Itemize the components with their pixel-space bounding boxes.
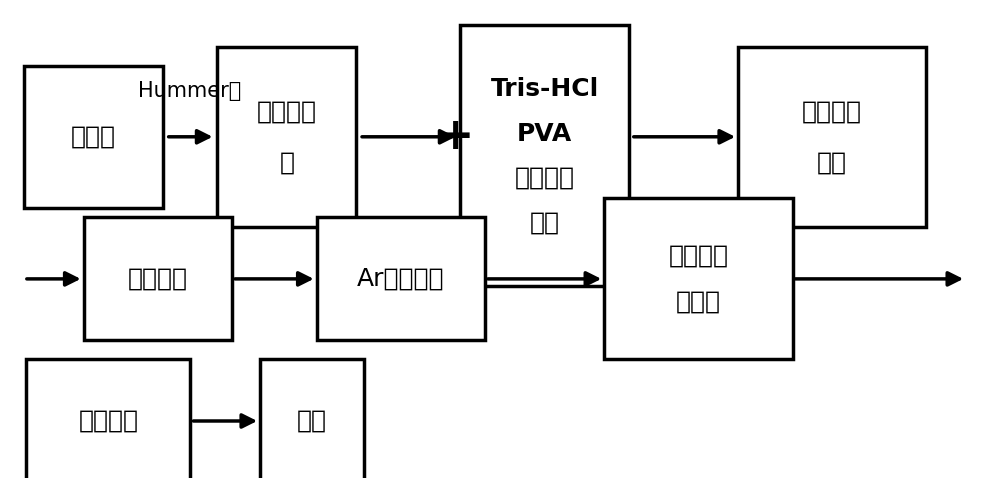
Bar xyxy=(24,66,163,208)
Text: 氧化石墨: 氧化石墨 xyxy=(257,99,317,123)
Bar xyxy=(460,26,629,286)
Text: 烯: 烯 xyxy=(279,150,294,174)
Text: 冷冻干燥: 冷冻干燥 xyxy=(128,267,188,291)
Text: 去离子水: 去离子水 xyxy=(515,166,575,190)
Text: PVA: PVA xyxy=(517,121,572,146)
Bar xyxy=(84,217,232,340)
Text: 热压成型: 热压成型 xyxy=(78,409,138,433)
Bar xyxy=(217,47,356,227)
Text: 单向取向: 单向取向 xyxy=(802,99,862,123)
Bar xyxy=(260,360,364,482)
Bar xyxy=(317,217,485,340)
Text: 乙醇: 乙醇 xyxy=(530,210,560,234)
Bar xyxy=(604,199,793,360)
Text: 石墨烯: 石墨烯 xyxy=(71,125,116,149)
Text: Ar气氛烧结: Ar气氛烧结 xyxy=(357,267,445,291)
Bar xyxy=(738,47,926,227)
Text: 聚合物溶: 聚合物溶 xyxy=(668,244,728,268)
Text: 液浸泡: 液浸泡 xyxy=(676,290,721,314)
Text: Hummer法: Hummer法 xyxy=(138,81,242,101)
Text: 冷冻: 冷冻 xyxy=(817,150,847,174)
Text: 干燥: 干燥 xyxy=(297,409,327,433)
Text: +: + xyxy=(437,115,474,158)
Text: Tris-HCl: Tris-HCl xyxy=(490,77,599,101)
Bar xyxy=(26,360,190,482)
